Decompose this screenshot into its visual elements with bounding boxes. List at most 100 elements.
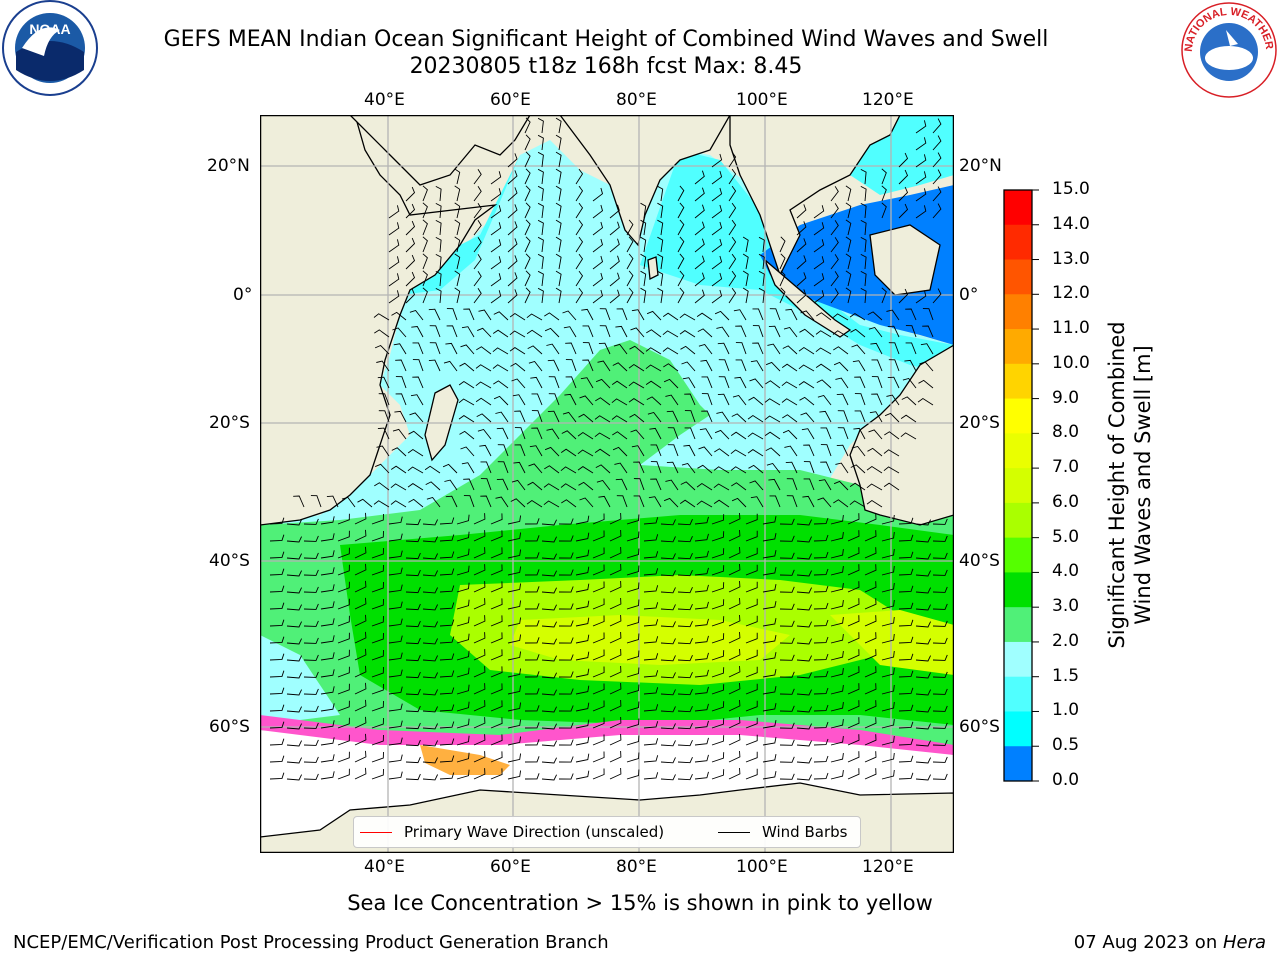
wind-barb [405, 569, 421, 577]
wind-barb [694, 754, 709, 763]
wind-barb [881, 565, 895, 576]
wind-barb [779, 705, 795, 712]
wind-barb [490, 700, 503, 712]
wind-barb [537, 236, 544, 253]
wind-barb [354, 580, 367, 593]
wind-barb [643, 772, 659, 780]
wind-barb [609, 563, 622, 576]
colorbar-label: 8.0 [1052, 422, 1080, 443]
wind-barb [798, 346, 815, 355]
wind-barb [575, 600, 590, 610]
wind-barb [711, 752, 725, 763]
wind-barb [555, 287, 562, 304]
wind-barb [830, 203, 839, 219]
wind-barb [796, 706, 813, 713]
wind-barb [813, 239, 825, 253]
wind-barb [898, 203, 909, 219]
wind-barb [405, 756, 421, 764]
wind-barb [582, 342, 594, 355]
wind-barb [626, 650, 640, 661]
wind-barb [830, 753, 844, 763]
wind-barb [388, 754, 403, 763]
wind-barb [592, 734, 605, 746]
wind-barb [845, 185, 852, 202]
wind-barb [864, 632, 877, 644]
wind-barb [388, 703, 403, 712]
wind-barb [456, 650, 470, 661]
wind-barb [543, 500, 560, 508]
india-coastline [559, 115, 731, 247]
wind-barb [694, 686, 709, 695]
wind-barb [269, 721, 285, 729]
wind-barb [640, 236, 647, 253]
wind-barb [526, 499, 543, 508]
wind-barb [405, 586, 421, 594]
wind-barb [762, 516, 777, 525]
wind-barb [626, 253, 634, 270]
wind-barb [320, 686, 335, 695]
wind-barb [293, 495, 305, 508]
wind-barb [548, 393, 560, 406]
wind-barb [422, 519, 439, 526]
wind-barb [835, 462, 849, 474]
wind-barb [575, 651, 590, 661]
wind-barb [779, 236, 786, 253]
wind-barb [881, 531, 895, 542]
wind-barb [269, 551, 285, 559]
wind-barb [390, 465, 407, 474]
wind-barb [883, 449, 900, 457]
wind-barb [845, 270, 852, 287]
wind-barb [405, 552, 421, 560]
wind-barb [480, 461, 492, 474]
wind-barb [696, 500, 713, 508]
wind-barb [881, 735, 895, 746]
wind-barb [354, 767, 367, 780]
wind-barb [684, 410, 696, 423]
wind-barb [898, 288, 909, 304]
wind-barb [728, 236, 737, 253]
wind-barb [728, 219, 737, 236]
wind-barb [477, 428, 492, 440]
wind-barb [847, 666, 860, 678]
wind-barb [458, 380, 475, 389]
wind-barb [758, 287, 765, 304]
wind-barb [745, 513, 758, 525]
wind-barb [643, 568, 659, 576]
wind-barb [269, 755, 285, 763]
wind-barb [320, 771, 335, 780]
wind-barb [801, 428, 815, 440]
wind-barb [456, 514, 470, 525]
wind-barb [860, 253, 867, 270]
wind-barb [394, 410, 407, 423]
wind-barb [898, 721, 914, 729]
wind-barb [900, 432, 917, 440]
wind-barb [898, 551, 914, 559]
wind-barb [422, 287, 428, 304]
wind-barb [830, 515, 844, 525]
wind-barb [813, 772, 829, 780]
wind-barb [870, 342, 883, 355]
wind-barb [694, 669, 709, 678]
wind-barb [717, 342, 730, 355]
wind-barb [442, 463, 458, 474]
wind-barb [303, 705, 319, 712]
wind-barb [850, 464, 866, 474]
wind-barb [439, 687, 455, 695]
wind-barb [555, 219, 562, 236]
wind-barb [881, 202, 887, 219]
wind-barb [898, 619, 914, 627]
wind-barb [526, 329, 543, 338]
wind-barb [677, 621, 693, 628]
wind-barb [898, 653, 914, 661]
wind-barb [507, 272, 518, 287]
wind-barb [694, 550, 709, 559]
wind-barb [320, 584, 335, 593]
wind-barb [881, 599, 895, 610]
wind-barb [371, 615, 384, 627]
wind-barb [507, 204, 518, 219]
wind-barb [592, 717, 605, 729]
wind-barb [592, 530, 605, 542]
wind-barb [463, 495, 475, 508]
wind-barb [582, 359, 594, 372]
wind-barb [677, 604, 693, 611]
